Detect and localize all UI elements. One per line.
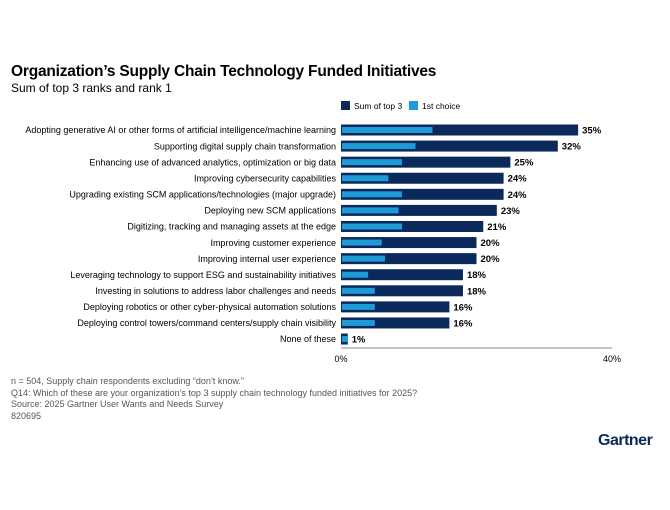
bar-sum-top3 — [341, 317, 450, 329]
category-label: Deploying new SCM applications — [204, 206, 336, 216]
bar-1st-choice — [342, 287, 375, 294]
chart-subtitle: Sum of top 3 ranks and rank 1 — [11, 81, 172, 95]
data-label: 1% — [352, 335, 366, 346]
legend-label-sum-top3: Sum of top 3 — [354, 101, 402, 111]
data-label: 20% — [481, 254, 501, 265]
category-label: Supporting digital supply chain transfor… — [154, 141, 336, 151]
x-tick-label: 40% — [603, 354, 621, 364]
footer-line: 820695 — [11, 410, 42, 421]
data-label: 25% — [514, 158, 534, 169]
category-label: Improving customer experience — [210, 238, 336, 248]
bar-sum-top3 — [341, 269, 463, 281]
data-label: 18% — [467, 270, 487, 281]
bar-sum-top3 — [341, 140, 558, 152]
bar-1st-choice — [342, 207, 399, 214]
category-label: Improving internal user experience — [198, 254, 336, 264]
bar-sum-top3 — [341, 124, 579, 136]
footer-notes: n = 504, Supply chain respondents exclud… — [11, 376, 417, 422]
bar-sum-top3 — [341, 204, 497, 216]
footer-line: Source: 2025 Gartner User Wants and Need… — [11, 399, 224, 409]
bar-sum-top3 — [341, 253, 477, 265]
bar-sum-top3 — [341, 156, 511, 168]
footer-line: Q14: Which of these are your organizatio… — [11, 387, 418, 398]
bar-chart: Sum of top 3 1st choice Adopting generat… — [25, 101, 621, 364]
bar-1st-choice — [342, 303, 375, 310]
category-label: Improving cybersecurity capabilities — [194, 173, 337, 183]
data-label: 23% — [501, 206, 521, 217]
bar-sum-top3 — [341, 237, 477, 249]
data-label: 35% — [582, 126, 602, 137]
legend-swatch-sum-top3 — [341, 101, 350, 110]
category-label: Upgrading existing SCM applications/tech… — [69, 190, 336, 200]
data-label: 32% — [562, 142, 582, 153]
category-label: Adopting generative AI or other forms of… — [25, 125, 336, 135]
bar-1st-choice — [342, 159, 402, 166]
data-label: 20% — [481, 238, 501, 249]
bar-1st-choice — [342, 319, 375, 326]
bar-1st-choice — [342, 239, 382, 246]
bar-sum-top3 — [341, 285, 463, 297]
data-label: 16% — [453, 302, 473, 313]
legend-label-1st-choice: 1st choice — [422, 101, 461, 111]
x-tick-label: 0% — [334, 354, 347, 364]
category-label: Leveraging technology to support ESG and… — [70, 270, 336, 280]
category-label: None of these — [280, 334, 336, 344]
gartner-logo: Gartner — [598, 432, 653, 449]
bar-sum-top3 — [341, 172, 504, 184]
bar-1st-choice — [342, 191, 402, 198]
bar-sum-top3 — [341, 301, 450, 313]
data-label: 21% — [487, 222, 507, 233]
bar-sum-top3 — [341, 220, 484, 232]
bar-1st-choice — [342, 175, 389, 182]
data-label: 24% — [508, 174, 528, 185]
bar-1st-choice — [342, 336, 348, 343]
chart-title: Organization’s Supply Chain Technology F… — [11, 63, 437, 80]
data-label: 16% — [453, 318, 473, 329]
data-label: 18% — [467, 286, 487, 297]
legend-swatch-1st-choice — [409, 101, 418, 110]
legend: Sum of top 3 1st choice — [341, 101, 461, 111]
category-label: Digitizing, tracking and managing assets… — [127, 222, 336, 232]
bar-1st-choice — [342, 143, 416, 150]
category-label: Deploying robotics or other cyber-physic… — [83, 302, 336, 312]
bar-1st-choice — [342, 223, 402, 230]
bar-1st-choice — [342, 271, 369, 278]
category-label: Enhancing use of advanced analytics, opt… — [89, 157, 336, 167]
data-label: 24% — [508, 190, 528, 201]
bar-1st-choice — [342, 127, 433, 133]
category-label: Deploying control towers/command centers… — [77, 318, 336, 328]
footer-line: n = 504, Supply chain respondents exclud… — [11, 376, 244, 386]
category-label: Investing in solutions to address labor … — [95, 286, 336, 296]
bar-1st-choice — [342, 255, 386, 262]
bar-sum-top3 — [341, 188, 504, 200]
